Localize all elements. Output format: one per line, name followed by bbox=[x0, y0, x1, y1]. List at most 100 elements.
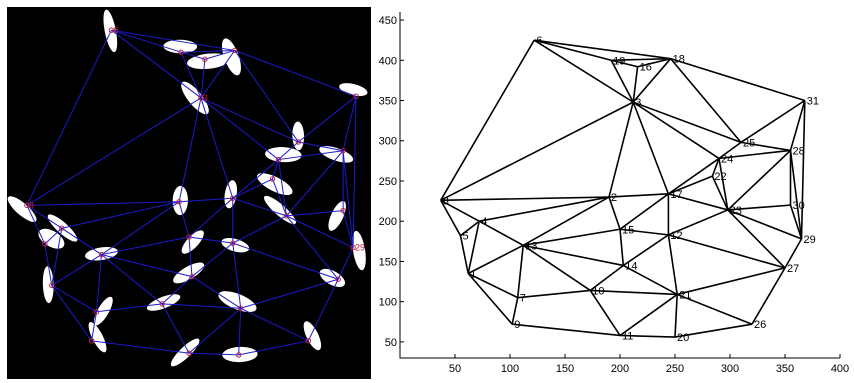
graph-edge bbox=[608, 196, 621, 230]
image-graph-node bbox=[353, 93, 359, 99]
graph-edge bbox=[619, 193, 669, 230]
image-graph-node bbox=[238, 305, 244, 311]
graph-edge bbox=[637, 57, 671, 68]
graph-edge bbox=[589, 289, 621, 336]
y-tick-label: 50 bbox=[385, 337, 397, 349]
graph-edge bbox=[467, 272, 513, 325]
image-graph-edge bbox=[188, 197, 234, 238]
image-graph-edge bbox=[200, 97, 279, 160]
graph-edge bbox=[674, 294, 678, 338]
image-graph-edge bbox=[342, 96, 357, 151]
image-graph-edge bbox=[232, 197, 287, 217]
image-graph-edge bbox=[51, 254, 102, 286]
image-graph-edge bbox=[61, 201, 180, 229]
image-graph-edge bbox=[180, 51, 206, 60]
graph-edge bbox=[610, 59, 634, 103]
image-graph-node bbox=[24, 202, 30, 209]
image-graph-edge bbox=[26, 97, 202, 206]
image-graph-edge bbox=[286, 215, 339, 280]
image-graph-node bbox=[59, 225, 65, 231]
image-graph-edge bbox=[234, 49, 357, 97]
image-graph-edge bbox=[162, 303, 241, 309]
image-graph-edge bbox=[178, 201, 190, 238]
graph-edge bbox=[740, 99, 806, 144]
node-label: 2 bbox=[611, 192, 617, 204]
graph-edge bbox=[711, 175, 729, 211]
image-graph-node bbox=[159, 301, 165, 307]
image-graph-node bbox=[340, 207, 346, 214]
graph-edge bbox=[523, 228, 621, 247]
image-graph-edge bbox=[204, 49, 235, 60]
x-tick-label: 150 bbox=[556, 363, 574, 375]
fish-blob bbox=[265, 147, 302, 163]
image-graph-edge bbox=[272, 178, 287, 217]
axis-lines bbox=[399, 12, 840, 359]
image-graph-node bbox=[88, 338, 95, 344]
left-graph-edges bbox=[26, 29, 357, 356]
image-graph-edge bbox=[44, 243, 53, 286]
graph-edge bbox=[440, 199, 462, 237]
image-graph-edge bbox=[298, 141, 344, 152]
graph-node-labels: 1234567891011121314151617181920212223242… bbox=[443, 35, 819, 344]
segmentation-image-panel: 29 3 8 6 bbox=[7, 7, 371, 379]
image-graph-edge bbox=[278, 150, 344, 161]
image-graph-node bbox=[230, 240, 236, 246]
image-graph-node bbox=[108, 27, 115, 33]
image-graph-node bbox=[178, 49, 184, 55]
graph-edge bbox=[619, 293, 678, 337]
node-label: 30 bbox=[793, 200, 805, 212]
image-graph-edge bbox=[26, 29, 112, 206]
node-label: 22 bbox=[714, 171, 726, 183]
graph-edge bbox=[718, 141, 742, 160]
image-graph-node bbox=[49, 282, 55, 289]
node-label: 1 bbox=[470, 269, 476, 281]
image-graph-edge bbox=[61, 227, 102, 256]
image-graph-edge bbox=[188, 236, 193, 277]
x-tick-label: 400 bbox=[831, 363, 849, 375]
image-graph-edge bbox=[191, 242, 234, 277]
graph-edge bbox=[667, 157, 720, 195]
graph-edge bbox=[512, 323, 621, 337]
image-graph-edge bbox=[277, 159, 287, 216]
graph-edge bbox=[534, 39, 671, 60]
image-graph-edge bbox=[352, 96, 357, 248]
image-graph-node bbox=[186, 234, 192, 240]
x-tick-label: 200 bbox=[611, 363, 629, 375]
image-graph-edge bbox=[179, 197, 233, 203]
image-graph-edge bbox=[200, 59, 206, 99]
fish-blob bbox=[181, 230, 204, 254]
graph-edge bbox=[611, 59, 638, 68]
left-graph-nodes bbox=[24, 27, 359, 358]
graph-edges bbox=[440, 39, 806, 338]
node-label: 31 bbox=[807, 96, 819, 108]
image-graph-edge bbox=[188, 307, 242, 354]
graph-edge bbox=[517, 289, 591, 299]
node-label: 17 bbox=[670, 189, 682, 201]
image-graph-edge bbox=[111, 29, 182, 53]
graph-edge bbox=[611, 57, 671, 62]
graph-edge bbox=[533, 39, 612, 62]
graph-edge bbox=[632, 58, 672, 103]
fish-blob bbox=[221, 238, 250, 253]
image-graph-edge bbox=[342, 150, 354, 248]
image-graph-edge bbox=[200, 50, 236, 99]
graph-edge bbox=[459, 235, 469, 274]
y-tick-label: 450 bbox=[379, 15, 397, 27]
graph-edge bbox=[523, 244, 624, 267]
graph-edge bbox=[789, 150, 803, 240]
fish-blob bbox=[7, 196, 37, 223]
image-graph-node bbox=[283, 213, 290, 219]
graph-edge bbox=[590, 289, 678, 296]
triangulation-plot: 50 100 150 200 250 300 350 400 50 100 150 200 250 300… bbox=[379, 12, 849, 375]
graph-edge bbox=[727, 209, 786, 269]
node-label: 19 bbox=[613, 55, 625, 67]
graph-edge bbox=[467, 272, 519, 299]
graph-edge bbox=[718, 149, 791, 160]
image-graph-node bbox=[202, 56, 208, 62]
image-graph-node bbox=[93, 309, 100, 315]
x-tick-label: 350 bbox=[776, 363, 794, 375]
node-label: 25 bbox=[743, 137, 755, 149]
graph-edge bbox=[608, 101, 634, 198]
graph-edge bbox=[784, 238, 803, 269]
graph-edge bbox=[800, 100, 806, 239]
